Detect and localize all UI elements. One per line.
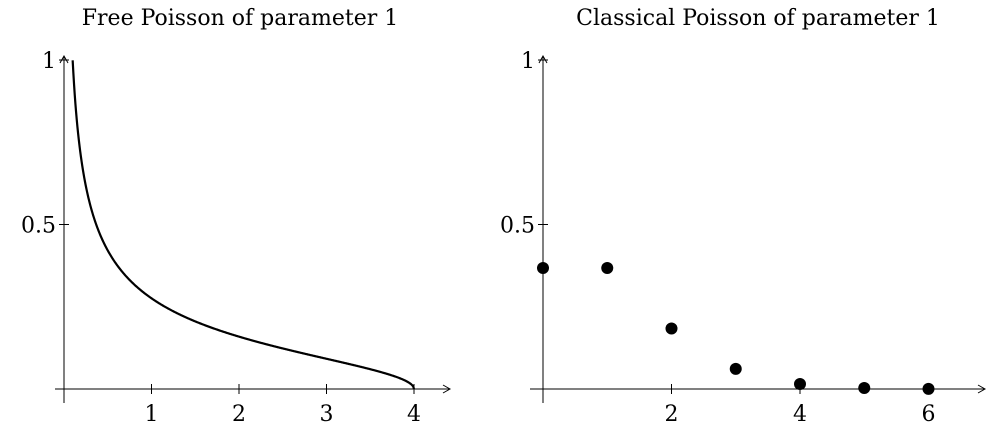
y-tick-label: 0.5 — [21, 214, 56, 239]
chart-title: Classical Poisson of parameter 1 — [576, 6, 940, 31]
data-point — [858, 381, 871, 394]
x-axis-arrow — [977, 384, 987, 394]
data-point — [729, 362, 742, 375]
y-axis-arrow — [538, 54, 548, 64]
data-point — [601, 261, 614, 274]
y-tick-label: 1 — [42, 49, 56, 74]
data-point — [794, 377, 806, 390]
density-curve — [71, 60, 416, 390]
x-ticks: 1 2 3 4 — [145, 384, 421, 427]
x-tick-label: 2 — [665, 402, 679, 427]
x-tick-label: 6 — [922, 402, 936, 427]
y-tick-label: 1 — [521, 49, 535, 74]
x-tick-label: 1 — [145, 402, 159, 427]
y-ticks: 0.51 — [21, 49, 69, 239]
x-tick-label: 4 — [793, 402, 807, 427]
y-ticks: 0.51 — [500, 49, 548, 239]
data-point — [665, 322, 678, 335]
chart-title: Free Poisson of parameter 1 — [82, 6, 398, 31]
data-point — [537, 261, 549, 274]
x-ticks: 2 4 6 — [665, 384, 936, 427]
y-axis-arrow — [59, 54, 69, 64]
classical-poisson-chart: Classical Poisson of parameter 1 2 4 6 0.5… — [500, 6, 987, 427]
data-point — [922, 382, 935, 395]
x-tick-label: 2 — [232, 402, 246, 427]
y-tick-label: 0.5 — [500, 214, 535, 239]
x-axis-arrow — [442, 384, 452, 394]
data-points — [537, 261, 935, 395]
x-tick-label: 3 — [320, 402, 334, 427]
x-tick-label: 4 — [407, 402, 421, 427]
